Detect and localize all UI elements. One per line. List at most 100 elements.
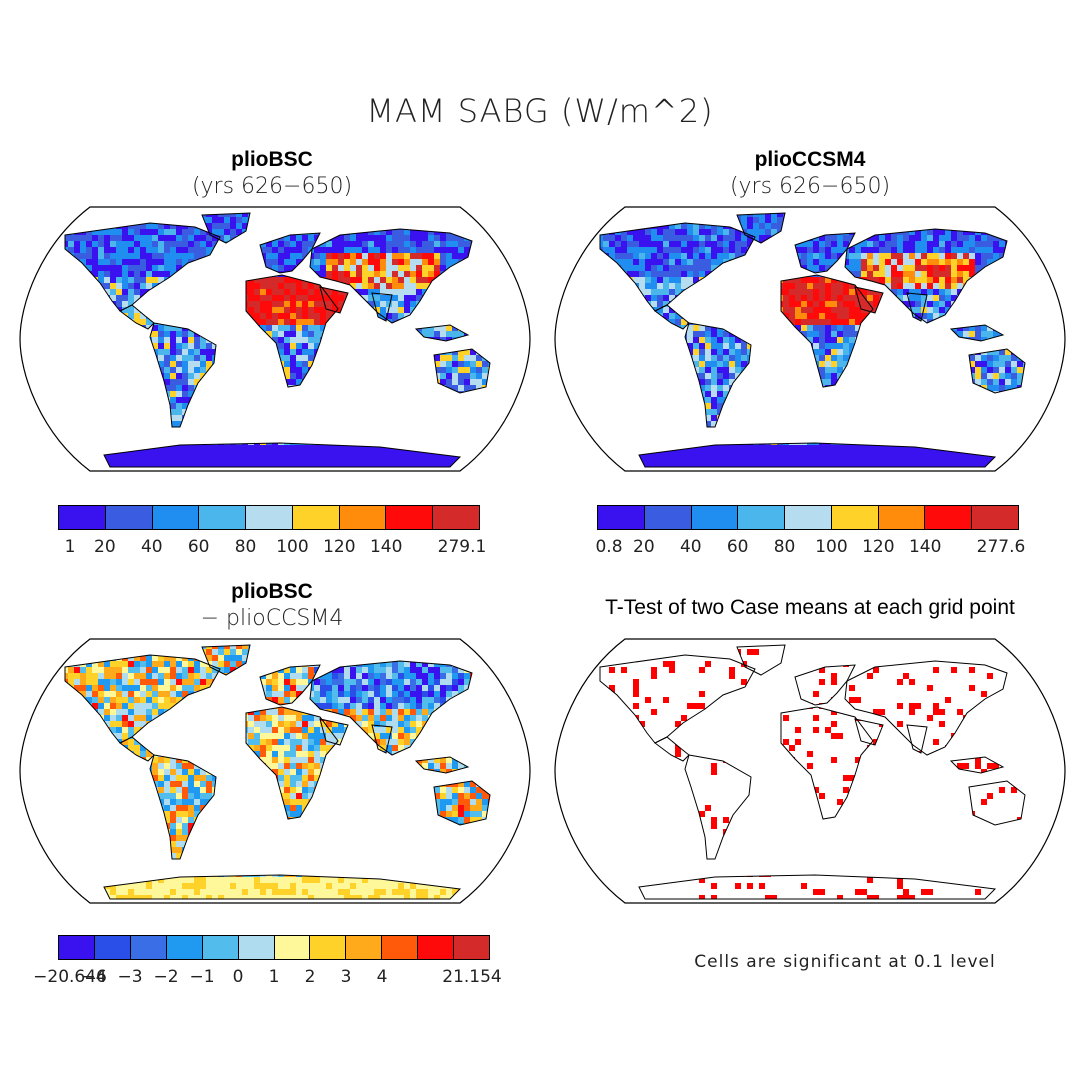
coastline — [149, 754, 217, 860]
coastline — [433, 348, 491, 394]
panel-title-pliocsm4: plioCCSM4 — [754, 148, 866, 171]
coastline — [968, 780, 1026, 826]
coastline — [949, 756, 1005, 774]
coastline — [949, 324, 1005, 342]
colorbar-swatch — [418, 936, 455, 959]
colorbar-tick-label: 140 — [369, 537, 403, 557]
colorbar-swatch — [433, 506, 480, 529]
coastline — [794, 232, 856, 274]
coastline — [599, 222, 756, 312]
map-ttest — [554, 638, 1066, 904]
colorbar-difference — [58, 935, 490, 960]
colorbar-tick-label: 2 — [304, 967, 316, 987]
coastline — [968, 348, 1026, 394]
colorbar-swatch — [738, 506, 786, 529]
colorbar-swatch — [166, 936, 203, 959]
colorbar-tick-label: 40 — [140, 537, 163, 557]
colorbar-tick-label: 80 — [773, 537, 796, 557]
colorbar-tick-label: 40 — [679, 537, 702, 557]
coastline — [414, 324, 470, 342]
coastline — [309, 660, 473, 756]
map-pliocsm4 — [554, 206, 1066, 472]
colorbar-tick-label: 100 — [276, 537, 309, 557]
colorbar-swatch — [644, 506, 692, 529]
coastline — [414, 756, 470, 774]
colorbar-swatch — [202, 936, 239, 959]
colorbar-tick-label: 20 — [94, 537, 116, 557]
colorbar-swatch — [925, 506, 973, 529]
land-field — [600, 645, 1025, 899]
coastline — [64, 222, 221, 312]
colorbar-tick-label: −2 — [153, 967, 179, 987]
coastline — [64, 654, 221, 744]
land-field — [65, 645, 490, 899]
coastline — [844, 660, 1008, 756]
colorbar-tick-label: 277.6 — [976, 537, 1026, 557]
coastline — [103, 874, 462, 900]
colorbar-tick-label: −3 — [117, 967, 143, 987]
colorbar-swatch — [310, 936, 347, 959]
colorbar-tick-label: 80 — [234, 537, 257, 557]
colorbar-pliocsm4 — [597, 505, 1019, 530]
colorbar-tick-label: 0.8 — [595, 537, 623, 557]
colorbar-swatch — [339, 506, 387, 529]
colorbar-swatch — [346, 936, 383, 959]
colorbar-swatch — [94, 936, 131, 959]
panel-title-ttest: T-Test of two Case means at each grid po… — [605, 596, 1015, 619]
colorbar-tick-label: 100 — [815, 537, 848, 557]
panel-subtitle-diff: − plioCCSM4 — [200, 606, 344, 631]
map-frame — [19, 206, 531, 472]
colorbar-tick-label: 60 — [187, 537, 210, 557]
colorbar-tick-label: 21.154 — [442, 967, 502, 987]
coastline — [259, 664, 321, 706]
coastline — [684, 754, 752, 860]
colorbar-swatch — [454, 936, 490, 959]
coastline — [319, 286, 349, 314]
panel-title-pliobsc: plioBSC — [231, 148, 313, 171]
coastline — [201, 212, 251, 244]
colorbar-tick-label: 120 — [862, 537, 895, 557]
colorbar-swatch — [59, 506, 106, 529]
coastline — [906, 724, 928, 754]
coastline — [794, 664, 856, 706]
colorbar-swatch — [152, 506, 200, 529]
colorbar-swatch — [598, 506, 645, 529]
map-difference — [19, 638, 531, 904]
colorbar-tick-label: 1 — [268, 967, 280, 987]
coastline — [599, 654, 756, 744]
colorbar-tick-label: 279.1 — [437, 537, 487, 557]
land-field — [65, 213, 490, 467]
coastline — [309, 228, 473, 324]
colorbar-swatch — [878, 506, 926, 529]
coastline — [684, 322, 752, 428]
colorbar-tick-label: −1 — [189, 967, 215, 987]
coastline — [736, 212, 786, 244]
colorbar-swatch — [274, 936, 311, 959]
colorbar-swatch — [382, 936, 419, 959]
coastline — [245, 274, 339, 388]
colorbar-swatch — [59, 936, 95, 959]
colorbar-tick-label: 1 — [64, 537, 76, 557]
coastline — [854, 718, 884, 746]
colorbar-swatch — [199, 506, 247, 529]
colorbar-swatch — [386, 506, 434, 529]
coastline — [149, 322, 217, 428]
coastline — [780, 706, 874, 820]
colorbar-swatch — [785, 506, 832, 529]
colorbar-tick-label: 0 — [232, 967, 244, 987]
coastline — [638, 874, 997, 900]
coastline — [736, 644, 786, 676]
panel-subtitle-pliobsc: (yrs 626−650) — [191, 174, 353, 199]
coastline — [201, 644, 251, 676]
colorbar-swatch — [105, 506, 153, 529]
coastline — [654, 736, 690, 762]
colorbar-pliobsc — [58, 505, 480, 530]
colorbar-tick-label: 20 — [633, 537, 655, 557]
coastline — [371, 292, 393, 322]
map-frame — [554, 638, 1066, 904]
colorbar-tick-label: 60 — [726, 537, 749, 557]
colorbar-swatch — [691, 506, 739, 529]
coastline — [103, 442, 462, 468]
colorbar-swatch — [831, 506, 879, 529]
coastline — [780, 274, 874, 388]
